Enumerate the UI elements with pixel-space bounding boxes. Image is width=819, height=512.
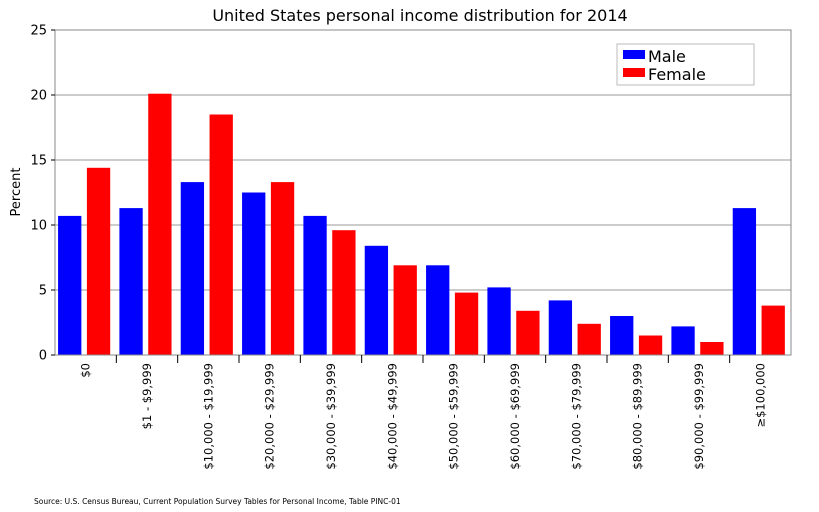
bar-female	[270, 182, 295, 355]
x-category-label: $40,000 - $49,999	[385, 363, 399, 470]
y-tick-label: 0	[39, 349, 47, 364]
y-tick-label: 15	[30, 154, 47, 169]
bar-female	[761, 305, 785, 355]
bar-male	[671, 326, 695, 355]
bar-female	[393, 265, 417, 355]
bar-female	[86, 167, 111, 355]
x-category-label: $1 - $9,999	[140, 363, 154, 429]
bar-male	[364, 245, 389, 355]
bar-female	[332, 230, 356, 355]
x-category-label: $80,000 - $89,999	[631, 363, 645, 470]
bar-female	[638, 335, 663, 355]
bar-male	[58, 215, 82, 355]
bar-male	[426, 265, 450, 355]
bar-female	[454, 292, 479, 355]
bar-male	[303, 215, 327, 355]
x-category-label: $50,000 - $59,999	[447, 363, 461, 470]
y-axis: 0 5 10 15 20 25	[30, 24, 55, 364]
bar-male	[487, 287, 511, 355]
bars	[58, 93, 785, 355]
legend: Male Female	[616, 43, 755, 86]
legend-box	[616, 43, 755, 86]
bar-male	[610, 316, 634, 355]
bar-female	[516, 310, 540, 355]
bar-male	[548, 300, 573, 355]
x-category-label: $90,000 - $99,999	[692, 363, 706, 470]
x-axis: $0 $1 - $9,999 $10,000 - $19,999 $20,000 - …	[79, 355, 767, 470]
legend-label-male: Male	[648, 47, 686, 66]
bar-female	[209, 114, 233, 355]
bar-female	[700, 342, 724, 355]
x-category-label: $20,000 - $29,999	[263, 363, 277, 470]
legend-swatch-female	[623, 68, 645, 77]
x-category-label: $60,000 - $69,999	[508, 363, 522, 470]
y-tick-label: 25	[30, 24, 47, 39]
bar-male	[242, 192, 266, 355]
x-category-label: $10,000 - $19,999	[201, 363, 215, 470]
x-category-label: ≥$100,000	[753, 363, 767, 428]
y-tick-label: 20	[30, 89, 47, 104]
bar-male	[119, 208, 143, 355]
legend-label-female: Female	[648, 65, 706, 84]
x-category-label: $70,000 - $79,999	[569, 363, 583, 470]
x-category-label: $30,000 - $39,999	[324, 363, 338, 470]
legend-swatch-male	[623, 50, 645, 59]
x-category-label: $0	[79, 363, 93, 378]
y-axis-label: Percent	[9, 168, 24, 217]
y-tick-label: 10	[30, 219, 47, 234]
gridlines	[55, 94, 791, 291]
bar-female	[577, 323, 601, 355]
bar-female	[148, 93, 172, 355]
bar-male	[180, 182, 205, 355]
y-tick-label: 5	[39, 284, 47, 299]
source-note: Source: U.S. Census Bureau, Current Popu…	[34, 497, 401, 506]
chart-title: United States personal income distributi…	[212, 6, 627, 25]
bar-male	[732, 208, 757, 355]
